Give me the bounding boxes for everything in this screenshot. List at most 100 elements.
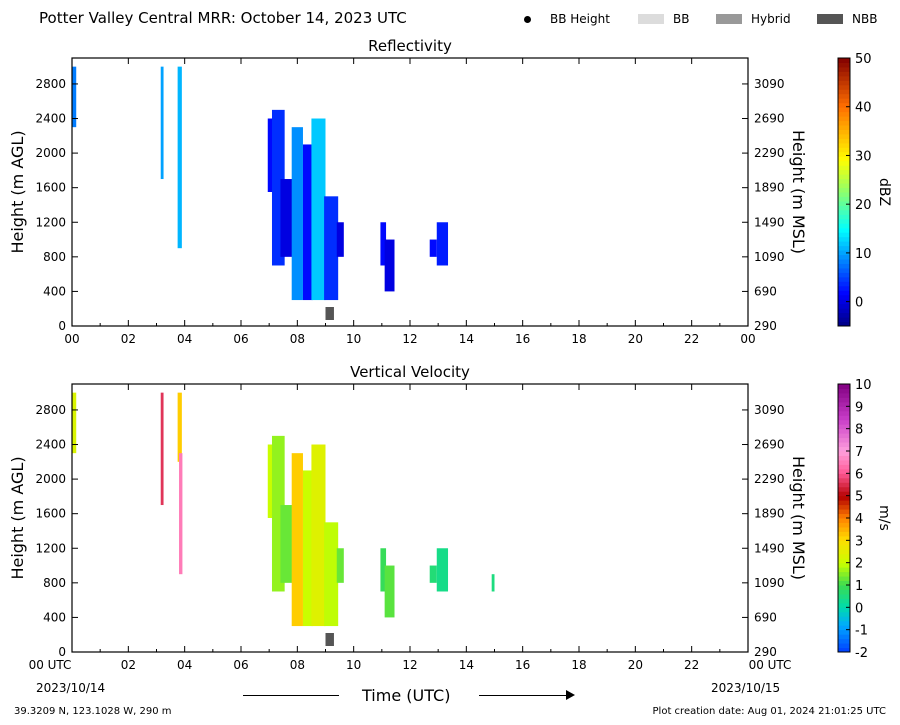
- colorbar-segment: [838, 544, 850, 550]
- colorbar-segment: [838, 232, 850, 238]
- colorbar-segment: [838, 607, 850, 613]
- echo-cell: [291, 453, 303, 627]
- colorbar-segment: [838, 125, 850, 130]
- colorbar-segment: [838, 473, 850, 479]
- colorbar-segment: [838, 580, 850, 586]
- colorbar-tick-label: 40: [855, 101, 872, 116]
- colorbar-segment: [838, 397, 850, 403]
- echo-cell: [160, 392, 164, 506]
- colorbar-segment: [838, 285, 850, 291]
- x-tick-label: 08: [290, 658, 305, 672]
- x-tick-label: 00 UTC: [749, 658, 792, 672]
- colorbar-segment: [838, 571, 850, 577]
- colorbar-segment: [838, 442, 850, 448]
- echo-cell: [160, 66, 164, 180]
- y-tick-label: 2000: [35, 146, 66, 160]
- echo-cell: [311, 444, 326, 627]
- colorbar-segment: [838, 183, 850, 189]
- arrow-right-icon: [566, 690, 575, 700]
- echo-cell: [267, 444, 275, 518]
- y-tick-label: 1600: [35, 181, 66, 195]
- colorbar-segment: [838, 187, 850, 193]
- colorbar-segment: [838, 593, 850, 599]
- colorbar-segment: [838, 410, 850, 416]
- colorbar-segment: [838, 384, 850, 389]
- colorbar-segment: [838, 495, 850, 501]
- time-axis-label: Time (UTC): [362, 686, 451, 705]
- colorbar-segment: [838, 419, 850, 425]
- y-tick-label: 2800: [35, 77, 66, 91]
- x-tick-label: 20: [628, 658, 643, 672]
- colorbar-segment: [838, 160, 850, 166]
- colorbar-segment: [838, 616, 850, 622]
- y-tick-label: 800: [43, 250, 66, 264]
- colorbar-label: m/s: [876, 505, 892, 531]
- colorbar-segment: [838, 223, 850, 229]
- colorbar-segment: [838, 406, 850, 412]
- y-tick-label-right: 1890: [754, 507, 785, 521]
- x-tick-label: 06: [233, 658, 248, 672]
- colorbar-segment: [838, 245, 850, 251]
- colorbar-segment: [838, 468, 850, 474]
- colorbar-segment: [838, 522, 850, 528]
- colorbar-segment: [838, 147, 850, 153]
- echo-cell: [429, 565, 437, 583]
- colorbar-label: dBZ: [876, 178, 892, 206]
- colorbar-segment: [838, 589, 850, 595]
- colorbar-segment: [838, 214, 850, 220]
- echo-cell: [324, 522, 339, 627]
- y-tick-label: 0: [58, 319, 66, 333]
- colorbar-segment: [838, 491, 850, 497]
- colorbar-frame: [837, 57, 851, 327]
- colorbar-segment: [838, 133, 850, 139]
- echo-cell: [311, 118, 326, 301]
- colorbar-segment: [838, 58, 850, 63]
- x-tick-label: 06: [233, 332, 248, 346]
- legend-item-bb-height: BB Height: [524, 12, 610, 26]
- x-tick-label: 04: [177, 658, 192, 672]
- colorbar-segment: [838, 415, 850, 421]
- colorbar-tick-label: 20: [855, 198, 872, 213]
- echo-cell: [291, 127, 303, 301]
- y-tick-label-right: 1090: [754, 250, 785, 264]
- colorbar-segment: [838, 598, 850, 604]
- colorbar-segment: [838, 241, 850, 247]
- colorbar-segment: [838, 629, 850, 635]
- colorbar-tick-label: 0: [855, 296, 863, 311]
- colorbar-segment: [838, 553, 850, 559]
- colorbar-segment: [838, 276, 850, 282]
- colorbar-segment: [838, 236, 850, 242]
- colorbar-segment: [838, 567, 850, 573]
- bb-swatch-icon: [638, 14, 664, 24]
- echo-cell: [384, 239, 395, 292]
- colorbar-segment: [838, 602, 850, 608]
- colorbar-segment: [838, 620, 850, 626]
- time-arrow-left: [243, 695, 339, 696]
- colorbar-segment: [838, 433, 850, 439]
- colorbar-segment: [838, 576, 850, 582]
- echo-cell: [336, 548, 344, 583]
- x-tick-label: 22: [684, 332, 699, 346]
- x-tick-label: 00: [740, 332, 755, 346]
- colorbar-segment: [838, 477, 850, 483]
- echo-cell: [384, 565, 395, 618]
- colorbar-segment: [838, 80, 850, 86]
- time-arrow-right: [479, 695, 569, 696]
- colorbar-segment: [838, 294, 850, 300]
- echo-cell: [436, 548, 449, 592]
- y-axis-label-right: Height (m MSL): [789, 130, 808, 254]
- colorbar-segment: [838, 540, 850, 546]
- colorbar-segment: [838, 549, 850, 555]
- echo-cell: [324, 196, 339, 301]
- y-tick-label-right: 690: [754, 284, 777, 298]
- echo-cell: [302, 470, 313, 627]
- y-tick-label-right: 2690: [754, 438, 785, 452]
- colorbar-segment: [838, 120, 850, 126]
- x-tick-label: 12: [402, 658, 417, 672]
- plot-creation-date: Plot creation date: Aug 01, 2024 21:01:2…: [652, 706, 886, 717]
- colorbar-segment: [838, 89, 850, 95]
- y-tick-label-right: 290: [754, 319, 777, 333]
- echo-cell: [336, 222, 344, 257]
- echo-cell: [429, 239, 437, 257]
- colorbar-segment: [838, 558, 850, 564]
